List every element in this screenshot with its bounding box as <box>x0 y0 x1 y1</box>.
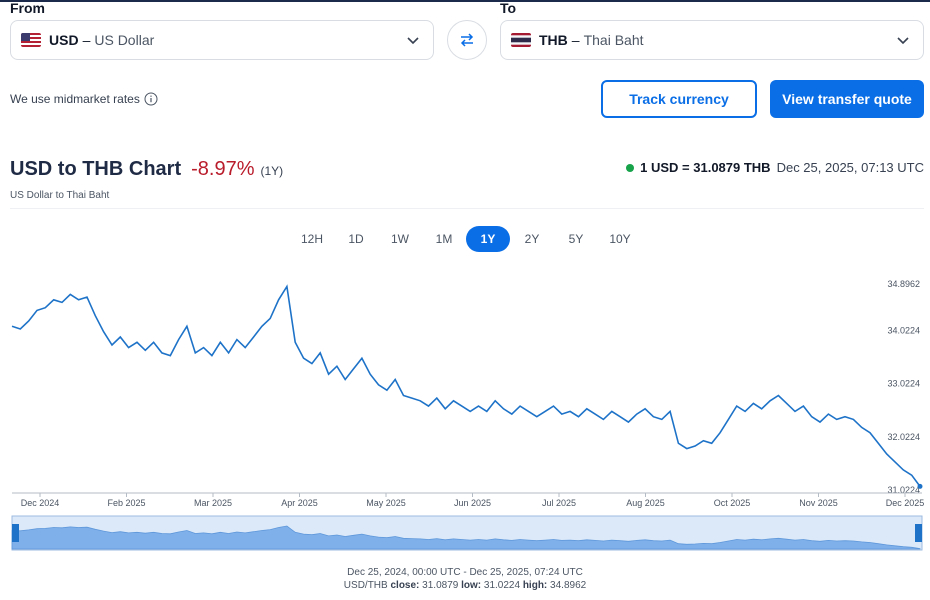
chevron-down-icon <box>897 37 909 45</box>
latest-point <box>917 483 923 489</box>
swap-currencies-button[interactable] <box>447 20 487 60</box>
chart-date-range: Dec 25, 2024, 00:00 UTC - Dec 25, 2025, … <box>347 567 583 578</box>
stats-close-value: 31.0879 <box>422 580 459 591</box>
chart-heading: USD to THB Chart -8.97% (1Y) <box>10 158 283 181</box>
midmarket-note: We use midmarket rates <box>10 92 158 106</box>
view-transfer-quote-button[interactable]: View transfer quote <box>770 80 924 118</box>
range-1w-button[interactable]: 1W <box>391 232 409 246</box>
navigator-handle-right[interactable] <box>915 524 922 542</box>
x-tick-label: Oct 2025 <box>714 498 751 508</box>
chevron-down-icon <box>407 37 419 45</box>
info-icon[interactable] <box>144 92 158 106</box>
midmarket-text: We use midmarket rates <box>10 92 140 106</box>
range-10y-button[interactable]: 10Y <box>609 232 631 246</box>
from-currency-name: US Dollar <box>94 32 155 48</box>
from-currency-dash: – <box>82 32 91 48</box>
from-currency-code: USD <box>49 32 79 48</box>
chart-stats: USD/THB close: 31.0879 low: 31.0224 high… <box>0 580 930 591</box>
x-tick-label: May 2025 <box>366 498 406 508</box>
y-tick-label: 33.0224 <box>887 379 920 389</box>
stats-high-value: 34.8962 <box>550 580 587 591</box>
to-currency-code: THB <box>539 32 568 48</box>
swap-arrows-icon <box>460 33 474 47</box>
y-tick-label: 31.0224 <box>887 485 920 495</box>
stats-close-label: close: <box>390 580 420 591</box>
from-label: From <box>10 0 45 16</box>
period-tag: (1Y) <box>260 164 284 178</box>
top-border <box>0 0 930 2</box>
range-2y-button[interactable]: 2Y <box>524 232 540 246</box>
range-1m-button[interactable]: 1M <box>435 232 453 246</box>
range-12h-button[interactable]: 12H <box>300 232 323 246</box>
x-tick-label: Nov 2025 <box>799 498 838 508</box>
range-selector: 12H 1D 1W 1M 1Y 2Y 5Y 10Y <box>290 226 642 252</box>
x-tick-label: Dec 2024 <box>21 498 60 508</box>
x-tick-label: Jul 2025 <box>542 498 576 508</box>
us-flag-icon <box>21 33 41 47</box>
range-5y-button[interactable]: 5Y <box>568 232 584 246</box>
rate-timestamp: Dec 25, 2025, 07:13 UTC <box>776 160 924 175</box>
stats-pair: USD/THB <box>343 580 388 591</box>
chart-subtitle: US Dollar to Thai Baht <box>10 190 110 201</box>
stats-high-label: high: <box>522 580 548 591</box>
y-tick-label: 32.0224 <box>887 432 920 442</box>
chart-title: USD to THB Chart <box>10 158 182 180</box>
from-currency-select[interactable]: USD – US Dollar <box>10 20 434 60</box>
navigator-handle-left[interactable] <box>12 524 19 542</box>
y-tick-label: 34.0224 <box>887 325 920 335</box>
percent-change: -8.97% <box>191 158 255 180</box>
stats-low-value: 31.0224 <box>483 580 521 591</box>
x-tick-label: Aug 2025 <box>626 498 665 508</box>
range-1y-button[interactable]: 1Y <box>466 226 510 252</box>
track-currency-button[interactable]: Track currency <box>601 80 757 118</box>
x-tick-label: Mar 2025 <box>194 498 232 508</box>
range-1d-button[interactable]: 1D <box>348 232 364 246</box>
rate-chart[interactable]: 34.8962 34.0224 33.0224 32.0224 31.0224 Dec … <box>0 260 930 560</box>
x-tick-label: Apr 2025 <box>281 498 318 508</box>
live-rate: 1 USD = 31.0879 THB Dec 25, 2025, 07:13 … <box>626 160 924 175</box>
x-tick-label: Dec 2025 <box>886 498 925 508</box>
x-tick-label: Jun 2025 <box>454 498 491 508</box>
x-tick-label: Feb 2025 <box>107 498 145 508</box>
navigator-area <box>11 525 921 550</box>
stats-low-label: low: <box>461 580 482 591</box>
to-currency-name: Thai Baht <box>583 32 644 48</box>
divider <box>10 208 924 209</box>
rate-value: 1 USD = 31.0879 THB <box>640 160 771 175</box>
live-status-dot <box>626 163 635 172</box>
to-label: To <box>500 0 517 16</box>
thai-flag-icon <box>511 33 531 47</box>
to-currency-select[interactable]: THB – Thai Baht <box>500 20 924 60</box>
to-currency-dash: – <box>571 32 580 48</box>
y-tick-label: 34.8962 <box>887 279 920 289</box>
series-line <box>11 284 921 487</box>
